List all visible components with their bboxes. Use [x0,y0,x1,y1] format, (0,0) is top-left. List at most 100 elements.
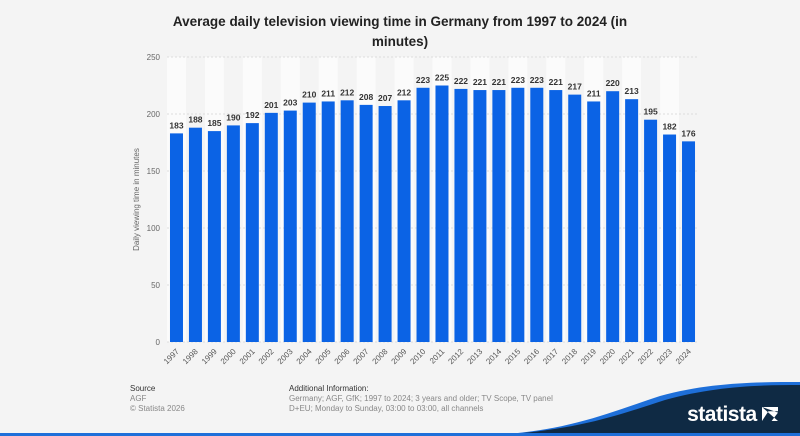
bar [625,99,639,343]
x-tick-label: 2024 [674,347,693,366]
x-tick-label: 2019 [579,347,598,366]
bar [340,100,354,342]
x-tick-label: 2012 [446,347,465,366]
x-tick-label: 2007 [352,347,371,366]
bar [207,131,221,342]
data-label: 223 [416,75,430,85]
y-tick-label: 250 [147,53,161,62]
x-tick-label: 2001 [238,347,257,366]
y-tick-label: 0 [156,338,161,347]
x-tick-label: 2000 [219,347,238,366]
bar [587,101,601,343]
additional-info: Additional Information: Germany; AGF, Gf… [289,384,553,414]
data-label: 203 [283,98,297,108]
data-label: 217 [568,82,582,92]
data-label: 223 [511,75,525,85]
x-tick-label: 2005 [314,347,333,366]
bar [378,106,392,343]
data-label: 222 [454,76,468,86]
x-tick-label: 2018 [560,347,579,366]
bar [188,127,202,343]
bar [568,94,582,343]
data-label: 211 [321,88,335,98]
data-label: 190 [226,112,240,122]
bar [302,102,316,342]
bar [549,90,563,342]
data-label: 221 [492,77,506,87]
chart-title: Average daily television viewing time in… [172,14,628,49]
data-label: 212 [340,87,354,97]
x-tick-label: 2004 [295,347,314,366]
y-tick-label: 200 [147,110,161,119]
data-label: 207 [378,93,392,103]
bar [359,104,373,342]
y-tick-label: 100 [147,224,161,233]
data-label: 223 [530,75,544,85]
x-tick-label: 2013 [465,347,484,366]
source-block: Source AGF © Statista 2026 [130,384,185,414]
x-tick-label: 2017 [541,347,560,366]
bar [473,90,487,342]
x-tick-label: 2020 [598,347,617,366]
x-tick-label: 2002 [257,347,276,366]
x-tick-label: 2022 [636,347,655,366]
data-label: 208 [359,92,373,102]
info-line-2: D+EU; Monday to Sunday, 03:00 to 03:00, … [289,404,484,413]
data-label: 212 [397,87,411,97]
info-label: Additional Information: [289,384,369,393]
bar [397,100,411,342]
bar [530,87,544,342]
data-label: 221 [473,77,487,87]
y-axis-label: Daily viewing time in minutes [132,148,141,251]
data-label: 182 [662,122,676,132]
data-label: 185 [207,118,221,128]
x-tick-label: 2009 [390,347,409,366]
bar [245,123,259,343]
bar [321,101,335,343]
y-tick-label: 150 [147,167,161,176]
x-tick-label: 1998 [181,347,200,366]
bar [492,90,506,342]
x-tick-label: 1999 [200,347,219,366]
data-label: 210 [302,90,316,100]
data-label: 188 [188,115,202,125]
statista-logo: statista [687,403,778,427]
x-tick-label: 2023 [655,347,674,366]
source-value: AGF [130,394,147,403]
bottom-bar [0,433,800,436]
bar [454,88,468,342]
x-tick-label: 2008 [371,347,390,366]
source-label: Source [130,384,156,393]
x-tick-label: 2014 [484,347,503,366]
x-tick-label: 2021 [617,347,636,366]
bar-chart: 0 50 100 150 200 250 Daily viewing time in min… [132,53,698,366]
data-label: 201 [264,100,278,110]
y-tick-label: 50 [151,281,160,290]
info-line-1: Germany; AGF, GfK; 1997 to 2024; 3 years… [289,394,553,403]
x-tick-label: 2016 [522,347,541,366]
data-label: 183 [169,120,183,130]
x-tick-label: 2003 [276,347,295,366]
bar [606,91,620,342]
data-label: 192 [245,110,259,120]
x-tick-label: 1997 [162,347,181,366]
bar [169,133,183,342]
bar [435,85,449,342]
bar [644,119,658,342]
bar [283,110,297,342]
data-label: 225 [435,73,449,83]
bar [663,134,677,342]
x-tick-label: 2010 [408,347,427,366]
brand-wave [470,382,800,436]
x-tick-label: 2015 [503,347,522,366]
data-label: 220 [606,78,620,88]
data-label: 211 [587,88,601,98]
x-tick-label: 2011 [428,347,447,366]
x-tick-label: 2006 [333,347,352,366]
data-label: 176 [681,128,695,138]
bar [416,87,430,342]
copyright: © Statista 2026 [130,404,185,413]
bar [682,141,696,342]
data-label: 221 [549,77,563,87]
bar [264,112,278,342]
